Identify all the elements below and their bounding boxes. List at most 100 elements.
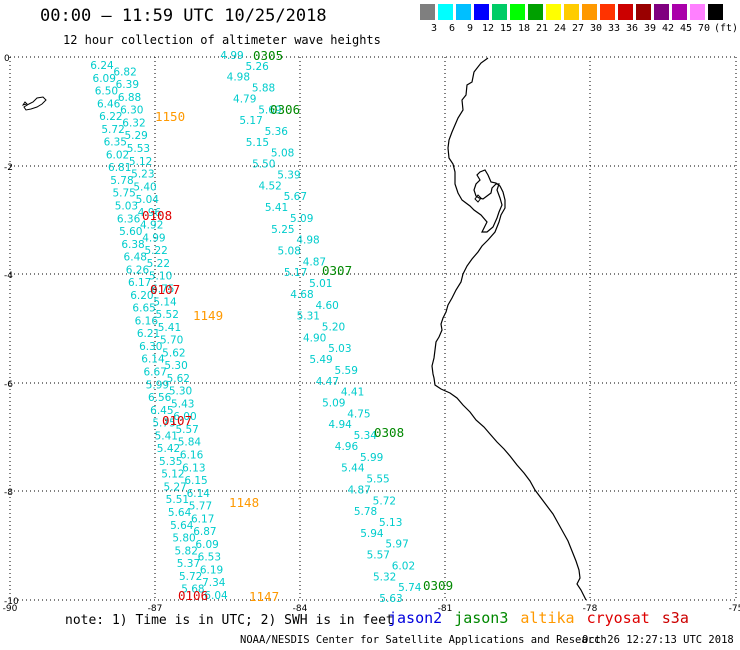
legend-swatch <box>690 4 706 20</box>
swh-value-label: 5.26 <box>245 61 269 73</box>
swh-value-label: 6.04 <box>204 590 228 602</box>
swh-value-label: 5.72 <box>179 571 202 583</box>
legend-swatch <box>564 4 580 20</box>
legend-label: 39 <box>643 23 657 34</box>
legend-swatch <box>438 4 454 20</box>
swh-value-label: 5.97 <box>385 539 408 551</box>
x-tick-label: -75 <box>729 604 740 614</box>
swh-value-label: 5.51 <box>166 494 189 506</box>
swh-value-label: 5.36 <box>265 126 289 138</box>
swh-value-label: 5.42 <box>157 443 180 455</box>
time-label: 1148 <box>229 495 259 510</box>
legend-swatch <box>510 4 526 20</box>
swh-value-label: 5.35 <box>159 456 182 468</box>
swh-value-label: 5.49 <box>309 354 332 366</box>
time-label: 0107 <box>150 282 180 297</box>
legend-label: 33 <box>607 23 621 34</box>
swh-value-label: 5.64 <box>168 507 192 519</box>
swh-value-label: 5.22 <box>144 245 167 257</box>
swh-value-label: 6.88 <box>118 92 141 104</box>
time-label: 0309 <box>423 578 453 593</box>
swh-value-label: 5.13 <box>379 517 402 529</box>
legend-swatch <box>654 4 670 20</box>
time-label: 1149 <box>193 308 223 323</box>
swh-value-label: 4.41 <box>341 387 364 399</box>
legend-swatch <box>528 4 544 20</box>
swh-value-label: 5.68 <box>181 584 204 596</box>
swh-value-label: 6.38 <box>121 239 144 251</box>
legend-label: 45 <box>679 23 693 34</box>
swh-value-label: 4.87 <box>348 484 371 496</box>
mission-label-cryosat: cryosat <box>586 609 650 627</box>
swh-value-label: 6.00 <box>173 411 196 423</box>
swh-value-label: 6.14 <box>141 354 165 366</box>
swh-value-label: 6.32 <box>122 117 145 129</box>
swh-value-label: 5.15 <box>246 137 269 149</box>
swh-value-label: 4.52 <box>258 180 281 192</box>
legend-label: 70 <box>697 23 711 34</box>
swh-value-label: 6.36 <box>117 213 141 225</box>
swh-value-label: 4.99 <box>142 232 165 244</box>
swh-value-label: 5.72 <box>101 124 124 136</box>
swh-value-label: 4.94 <box>328 419 352 431</box>
legend-swatch <box>618 4 634 20</box>
swh-value-label: 5.40 <box>133 181 156 193</box>
swh-value-label: 5.99 <box>146 379 169 391</box>
swh-value-label: 5.41 <box>265 202 288 214</box>
coastline <box>21 57 587 601</box>
time-label: 0106 <box>178 588 208 603</box>
swh-value-label: 5.70 <box>160 335 183 347</box>
swh-value-label: 6.87 <box>193 526 216 538</box>
swh-value-label: 5.09 <box>322 398 345 410</box>
mission-label-s3a: s3a <box>661 609 689 627</box>
swh-value-label: 5.78 <box>354 506 377 518</box>
swh-value-label: 5.01 <box>309 278 332 290</box>
swh-value-label: 4.98 <box>296 235 319 247</box>
swh-value-label: 4.99 <box>220 50 243 62</box>
swh-value-label: 5.74 <box>398 582 422 594</box>
mission-label-jason2: jason2 <box>388 609 443 627</box>
swh-value-label: 6.30 <box>120 105 143 117</box>
swh-value-label: 6.21 <box>137 328 160 340</box>
legend-label: 6 <box>448 23 456 34</box>
swh-value-label: 5.32 <box>373 571 396 583</box>
swh-value-label: 6.14 <box>187 488 211 500</box>
galapagos-island-path <box>21 101 28 106</box>
swh-value-label: 4.96 <box>335 441 359 453</box>
legend-label: 21 <box>535 23 549 34</box>
swh-value-label: 4.90 <box>303 332 326 344</box>
axis-tick-labels: 0 -2 -4 -6 -8 -10-90 -87 -84 -81 -78 -75 <box>3 54 740 614</box>
swh-value-label: 6.13 <box>182 462 205 474</box>
swh-value-label: 6.30 <box>139 341 162 353</box>
galapagos-island-path <box>23 96 47 111</box>
swh-value-label: 5.03 <box>328 343 351 355</box>
swh-value-label: 5.04 <box>136 194 160 206</box>
swh-value-label: 6.22 <box>99 111 122 123</box>
swh-value-label: 5.63 <box>379 593 402 605</box>
swh-value-label: 5.09 <box>290 213 313 225</box>
time-label: 0306 <box>270 102 300 117</box>
swh-value-label: 6.50 <box>95 86 118 98</box>
x-tick-label: -87 <box>148 604 163 614</box>
swh-value-label: 5.41 <box>155 430 178 442</box>
map-grid <box>9 56 737 601</box>
swh-value-label: 5.27 <box>163 481 186 493</box>
swh-value-label: 6.02 <box>106 149 129 161</box>
legend-label: 3 <box>430 23 438 34</box>
swh-value-label: 4.87 <box>303 256 326 268</box>
legend-swatch <box>546 4 562 20</box>
swh-value-label: 6.16 <box>135 315 159 327</box>
swh-value-label: 5.20 <box>322 322 345 334</box>
swh-value-label: 5.43 <box>171 398 194 410</box>
swh-value-label: 6.67 <box>144 367 167 379</box>
swh-value-label: 5.17 <box>284 267 307 279</box>
swh-value-label: 4.60 <box>315 300 338 312</box>
swh-value-label: 5.25 <box>271 224 294 236</box>
swh-value-label: 5.99 <box>360 452 383 464</box>
y-tick-label: -6 <box>4 380 13 390</box>
swh-value-label: 7.34 <box>202 577 226 589</box>
legend-swatch <box>492 4 508 20</box>
swh-value-label: 5.60 <box>119 226 142 238</box>
legend-label: 12 <box>481 23 495 34</box>
time-label: 0107 <box>162 413 192 428</box>
